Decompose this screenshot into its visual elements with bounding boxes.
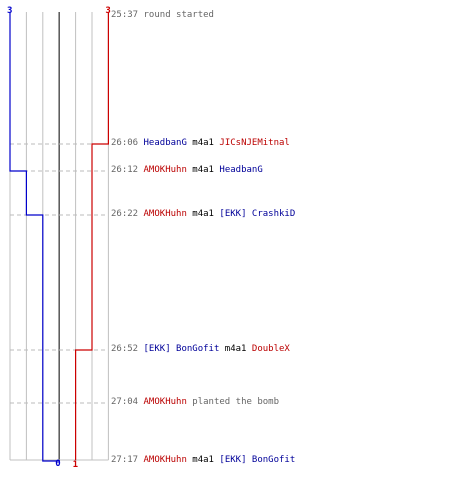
event-victim: JICsNJEMitnal	[219, 138, 290, 148]
event-victim: [EKK] CrashkiD	[219, 209, 296, 219]
event-actor: AMOKHuhn	[143, 397, 187, 407]
event-actor: AMOKHuhn	[143, 455, 187, 465]
event-action: planted the bomb	[192, 397, 279, 407]
event-weapon: m4a1	[224, 344, 247, 354]
event-victim: [EKK] BonGofit	[219, 455, 296, 465]
event-row: 27:04 AMOKHuhn planted the bomb	[111, 397, 279, 408]
event-victim: DoubleX	[251, 344, 290, 354]
event-row: 26:12 AMOKHuhn m4a1 HeadbanG	[111, 165, 263, 176]
event-text: round started	[143, 10, 214, 20]
red-team-alive-line	[75, 12, 109, 460]
event-time: 26:22	[111, 209, 139, 219]
event-weapon: m4a1	[192, 455, 214, 465]
event-row: 26:22 AMOKHuhn m4a1 [EKK] CrashkiD	[111, 209, 295, 220]
blue-start-count: 3	[7, 6, 13, 16]
blue-team-alive-line	[9, 12, 60, 462]
event-row: 25:37 round started	[111, 10, 214, 21]
event-time: 27:04	[111, 397, 139, 407]
blue-end-count: 0	[55, 459, 61, 469]
event-weapon: m4a1	[192, 138, 214, 148]
red-end-count: 1	[72, 460, 79, 470]
event-actor: AMOKHuhn	[143, 209, 187, 219]
event-time: 25:37	[111, 10, 139, 20]
red-start-count: 3	[105, 6, 111, 16]
event-row: 26:52 [EKK] BonGofit m4a1 DoubleX	[111, 344, 290, 355]
event-actor: [EKK] BonGofit	[143, 344, 220, 354]
event-weapon: m4a1	[192, 165, 214, 175]
event-victim: HeadbanG	[219, 165, 263, 175]
event-weapon: m4a1	[192, 209, 214, 219]
event-row: 27:17 AMOKHuhn m4a1 [EKK] BonGofit	[111, 455, 295, 466]
event-time: 26:12	[111, 165, 139, 175]
event-actor: HeadbanG	[143, 138, 187, 148]
event-time: 27:17	[111, 455, 139, 465]
event-row: 26:06 HeadbanG m4a1 JICsNJEMitnal	[111, 138, 290, 149]
event-time: 26:52	[111, 344, 139, 354]
event-time: 26:06	[111, 138, 139, 148]
event-actor: AMOKHuhn	[143, 165, 187, 175]
